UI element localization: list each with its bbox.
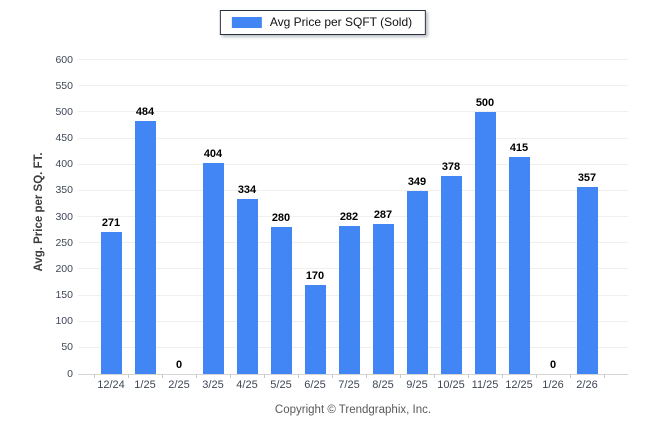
gridline (78, 189, 628, 191)
y-tick-label: 150 (55, 289, 73, 301)
axis-tick (264, 374, 265, 378)
axis-tick (570, 374, 571, 378)
y-tick-label: 400 (55, 158, 73, 171)
x-tick-label: 2/25 (168, 379, 190, 391)
axis-tick (468, 374, 469, 378)
y-tick-label: 250 (55, 236, 73, 249)
x-tick-label: 11/25 (471, 379, 499, 391)
x-tick-label: 12/25 (505, 379, 533, 391)
bar-1-25[interactable] (134, 120, 156, 374)
x-tick-label: 3/25 (202, 379, 224, 391)
y-tick-label: 0 (67, 367, 73, 380)
bar-8-25[interactable] (372, 223, 394, 374)
axis-tick (128, 374, 129, 378)
gridline (78, 137, 628, 139)
y-tick-label: 50 (61, 341, 73, 354)
y-tick-label: 200 (55, 262, 73, 275)
bar-value-label: 287 (373, 208, 393, 221)
bar-value-label: 271 (101, 217, 121, 230)
axis-tick (94, 374, 95, 378)
gridline (78, 85, 628, 87)
x-tick-label: 1/26 (542, 379, 564, 391)
bar-value-label: 334 (237, 184, 257, 197)
bar-value-label: 415 (509, 141, 529, 154)
bar-value-label: 378 (441, 161, 461, 174)
bar-5-25[interactable] (270, 227, 292, 374)
bar-value-label: 349 (407, 176, 427, 189)
bar-6-25[interactable] (304, 285, 326, 374)
axis-tick (434, 374, 435, 378)
gridline (78, 59, 628, 60)
bar-value-label: 500 (475, 97, 495, 110)
bar-12-25[interactable] (508, 156, 530, 374)
axis-tick (366, 374, 367, 378)
bar-value-label: 484 (135, 105, 155, 118)
bar-4-25[interactable] (236, 199, 258, 374)
axis-tick (332, 374, 333, 378)
bar-value-label: 0 (175, 359, 183, 371)
axis-tick (400, 374, 401, 378)
x-tick-label: 1/25 (134, 379, 156, 391)
x-tick-label: 8/25 (372, 379, 394, 391)
bar-3-25[interactable] (202, 162, 224, 374)
bar-value-label: 0 (549, 359, 557, 371)
axis-tick (230, 374, 231, 378)
x-tick-label: 9/25 (406, 379, 428, 391)
legend[interactable]: Avg Price per SQFT (Sold) (219, 10, 427, 35)
axis-tick (298, 374, 299, 378)
y-tick-label: 450 (55, 132, 73, 144)
x-tick-label: 10/25 (437, 379, 465, 391)
x-tick-label: 2/26 (576, 379, 598, 391)
y-tick-label: 100 (55, 315, 73, 328)
gridline (78, 111, 628, 113)
y-tick-label: 350 (55, 184, 73, 197)
axis-tick (162, 374, 163, 378)
bar-11-25[interactable] (474, 112, 496, 374)
copyright-text: Copyright © Trendgraphix, Inc. (274, 404, 432, 416)
y-tick-label: 500 (55, 105, 73, 118)
y-tick-label: 550 (55, 79, 73, 92)
axis-tick (196, 374, 197, 378)
bar-value-label: 280 (271, 212, 291, 225)
x-tick-label: 7/25 (338, 379, 360, 391)
x-tick-label: 5/25 (270, 379, 292, 391)
axis-tick (502, 374, 503, 378)
axis-tick (604, 374, 605, 378)
legend-swatch-icon (231, 16, 262, 28)
bar-7-25[interactable] (338, 226, 360, 374)
x-tick-label: 4/25 (236, 379, 258, 391)
bar-12-24[interactable] (100, 232, 122, 374)
x-tick-label: 12/24 (97, 379, 125, 391)
bar-9-25[interactable] (406, 191, 428, 374)
gridline (78, 163, 628, 165)
bar-2-26[interactable] (576, 187, 598, 374)
bar-value-label: 404 (203, 147, 223, 160)
bar-value-label: 170 (305, 270, 325, 283)
gridline (78, 216, 628, 217)
bar-10-25[interactable] (440, 176, 462, 374)
bars-layer: 271 12/24 484 1/25 0 2/25 404 3/25 334 4/25 280 5/2… (94, 60, 604, 391)
x-axis-line (78, 374, 628, 375)
bar-value-label: 357 (577, 172, 597, 185)
axis-tick (536, 374, 537, 378)
x-tick-label: 6/25 (304, 379, 326, 391)
y-tick-label: 600 (55, 53, 73, 66)
y-tick-label: 300 (55, 210, 73, 223)
legend-label: Avg Price per SQFT (Sold) (269, 15, 413, 29)
bar-value-label: 282 (339, 211, 359, 224)
